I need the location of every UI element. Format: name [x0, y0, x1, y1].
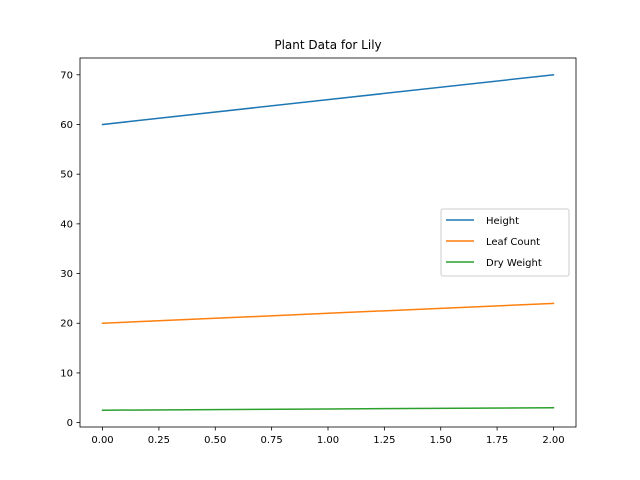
x-tick-label: 0.75 [261, 435, 283, 446]
legend: Height Leaf Count Dry Weight [440, 208, 570, 277]
x-tick-label: 0.50 [204, 435, 226, 446]
x-tick-label: 1.00 [317, 435, 339, 446]
x-tick-label: 1.75 [486, 435, 508, 446]
x-tick-label: 0.00 [91, 435, 113, 446]
plot-area: 0.00 0.25 0.50 0.75 1.00 1.25 1.50 1.75 2.00 0 10 2… [60, 57, 577, 446]
y-tick-label: 70 [60, 70, 73, 81]
x-tick-label: 1.50 [430, 435, 452, 446]
y-tick-label: 20 [60, 319, 73, 330]
legend-label-height: Height [486, 216, 519, 227]
y-tick-label: 10 [60, 368, 73, 379]
x-tick-label: 2.00 [542, 435, 564, 446]
y-tick-label: 60 [60, 120, 73, 131]
legend-box [440, 208, 570, 277]
y-tick-label: 50 [60, 170, 73, 181]
y-tick-label: 30 [60, 269, 73, 280]
x-tick-label: 0.25 [148, 435, 170, 446]
x-tick-label: 1.25 [373, 435, 395, 446]
chart-title: Plant Data for Lily [274, 38, 381, 52]
legend-label-leaf-count: Leaf Count [486, 237, 540, 248]
y-tick-label: 0 [67, 418, 73, 429]
y-tick-label: 40 [60, 219, 73, 230]
series-line-height [101, 73, 555, 126]
series-line-dry-weight [101, 406, 555, 411]
series-line-leaf-count [101, 302, 555, 325]
legend-label-dry-weight: Dry Weight [486, 258, 542, 269]
